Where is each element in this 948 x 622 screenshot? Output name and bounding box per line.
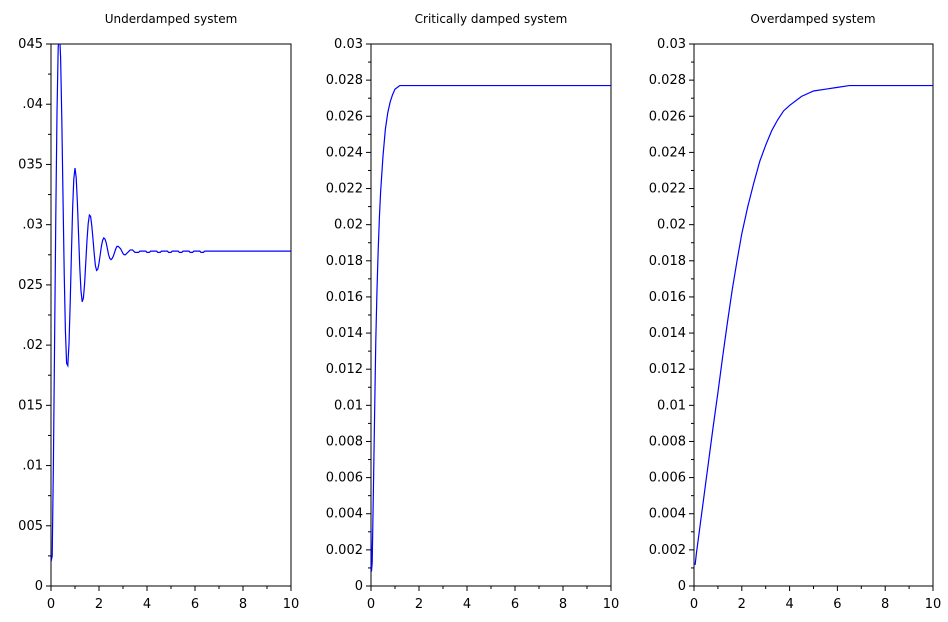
- y-tick-label: .02: [22, 338, 43, 353]
- y-tick-label: 0.018: [326, 254, 363, 269]
- y-tick-label: 0.006: [649, 471, 686, 486]
- y-tick-label: 0.03: [657, 37, 686, 52]
- y-tick-label: 0: [355, 579, 363, 594]
- y-tick-label: 0.018: [649, 254, 686, 269]
- x-tick-label: 10: [283, 597, 300, 612]
- y-tick-label: 0.008: [326, 434, 363, 449]
- y-tick-label: 0.03: [334, 37, 363, 52]
- y-tick-label: 0.016: [326, 290, 363, 305]
- chart-title: Overdamped system: [750, 12, 875, 26]
- y-tick-label: 0.028: [326, 73, 363, 88]
- y-tick-label: 0: [678, 579, 686, 594]
- x-tick-label: 6: [511, 597, 519, 612]
- y-tick-label: 0.01: [334, 398, 363, 413]
- x-tick-label: 2: [95, 597, 103, 612]
- y-tick-label: .01: [22, 459, 43, 474]
- y-tick-label: .04: [22, 97, 43, 112]
- y-tick-label: 035: [18, 157, 43, 172]
- y-tick-label: 045: [18, 37, 43, 52]
- y-tick-label: 0.014: [649, 326, 686, 341]
- y-tick-label: 0.008: [649, 434, 686, 449]
- x-tick-label: 8: [881, 597, 889, 612]
- y-tick-label: 0.02: [334, 218, 363, 233]
- y-tick-label: 0.028: [649, 73, 686, 88]
- y-tick-label: 0.002: [326, 543, 363, 558]
- series-line: [694, 84, 933, 565]
- y-tick-label: 0.004: [326, 507, 363, 522]
- y-tick-label: 0.022: [649, 182, 686, 197]
- x-tick-label: 6: [191, 597, 199, 612]
- x-tick-label: 0: [47, 597, 55, 612]
- y-tick-label: 0.01: [657, 398, 686, 413]
- y-tick-label: 015: [18, 398, 43, 413]
- x-tick-label: 6: [833, 597, 841, 612]
- y-tick-label: 0.012: [649, 362, 686, 377]
- y-tick-label: 0.004: [649, 507, 686, 522]
- y-tick-label: 0.02: [657, 218, 686, 233]
- y-tick-label: 0.026: [649, 109, 686, 124]
- y-tick-label: 0.006: [326, 471, 363, 486]
- y-tick-label: 0: [35, 579, 43, 594]
- y-tick-label: 0.014: [326, 326, 363, 341]
- y-tick-label: 0.024: [649, 145, 686, 160]
- y-tick-label: 0.002: [649, 543, 686, 558]
- y-tick-label: 0.022: [326, 182, 363, 197]
- critically-damped-chart: Critically damped system 0 0.002 0.004 0.00…: [326, 12, 619, 612]
- x-tick-label: 0: [690, 597, 698, 612]
- y-tick-label: 0.026: [326, 109, 363, 124]
- x-tick-label: 4: [785, 597, 793, 612]
- series-line: [51, 44, 291, 563]
- x-tick-label: 0: [367, 597, 375, 612]
- x-tick-label: 8: [239, 597, 247, 612]
- underdamped-chart: Underdamped system 0 005 .01 015 .02 025 .03 03…: [18, 12, 299, 612]
- overdamped-chart: Overdamped system 0 0.002 0.004 0.006 0.008 0…: [649, 12, 941, 612]
- x-tick-label: 4: [463, 597, 471, 612]
- y-tick-label: 025: [18, 278, 43, 293]
- x-tick-label: 2: [738, 597, 746, 612]
- chart-title: Underdamped system: [105, 12, 238, 26]
- x-tick-label: 10: [603, 597, 620, 612]
- chart-title: Critically damped system: [415, 12, 568, 26]
- y-tick-label: 0.024: [326, 145, 363, 160]
- y-tick-label: 0.016: [649, 290, 686, 305]
- series-line: [371, 84, 611, 572]
- x-tick-label: 10: [925, 597, 942, 612]
- y-tick-label: 0.012: [326, 362, 363, 377]
- y-tick-label: 005: [18, 519, 43, 534]
- x-tick-label: 8: [559, 597, 567, 612]
- x-tick-label: 4: [143, 597, 151, 612]
- x-tick-label: 2: [415, 597, 423, 612]
- y-tick-label: .03: [22, 218, 43, 233]
